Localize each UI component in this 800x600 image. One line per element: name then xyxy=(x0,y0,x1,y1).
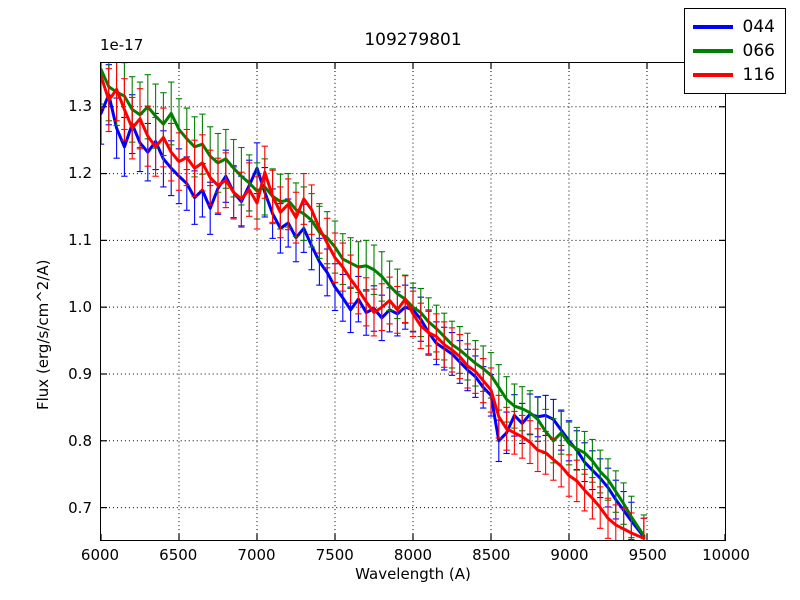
legend[interactable]: 044 066 116 xyxy=(683,8,786,94)
x-axis-label: Wavelength (A) xyxy=(355,565,471,583)
legend-color-swatch xyxy=(692,73,733,77)
series-line-066 xyxy=(101,67,646,538)
series-line-044 xyxy=(101,93,646,539)
x-tick-label: 7500 xyxy=(315,546,354,564)
legend-item-044[interactable]: 044 xyxy=(692,15,775,39)
x-tick-label: 7000 xyxy=(237,546,276,564)
x-tick-label: 9500 xyxy=(628,546,667,564)
y-tick-label: 0.7 xyxy=(68,499,92,518)
y-axis-offset-text: 1e-17 xyxy=(100,36,144,54)
y-tick-label: 0.9 xyxy=(68,365,92,384)
y-tick-label: 1.1 xyxy=(68,231,92,250)
x-tick-label: 8500 xyxy=(472,546,511,564)
y-tick-label: 1.0 xyxy=(68,298,92,317)
legend-label: 116 xyxy=(742,64,775,85)
legend-label: 066 xyxy=(742,40,775,61)
page-title: 109279801 xyxy=(364,30,462,50)
y-axis-label: Flux (erg/s/cm^2/A) xyxy=(34,259,52,410)
grid-lines xyxy=(101,63,725,540)
legend-color-swatch xyxy=(692,49,733,53)
data-series-layer xyxy=(101,63,648,540)
legend-label: 044 xyxy=(742,16,775,37)
y-tick-label: 1.2 xyxy=(68,164,92,183)
x-tick-label: 9000 xyxy=(550,546,589,564)
x-tick-label: 10000 xyxy=(702,546,750,564)
x-tick-label: 6000 xyxy=(80,546,120,564)
y-tick-label: 0.8 xyxy=(68,432,92,451)
y-tick-label: 1.3 xyxy=(68,96,92,115)
x-tick-label: 8000 xyxy=(393,546,433,564)
legend-color-swatch xyxy=(692,25,733,29)
series-line-116 xyxy=(101,74,646,540)
x-tick-label: 6500 xyxy=(159,546,198,564)
legend-item-116[interactable]: 116 xyxy=(692,63,775,87)
legend-item-066[interactable]: 066 xyxy=(692,39,775,63)
data-series-116 xyxy=(101,63,648,540)
plot-area xyxy=(100,62,726,541)
